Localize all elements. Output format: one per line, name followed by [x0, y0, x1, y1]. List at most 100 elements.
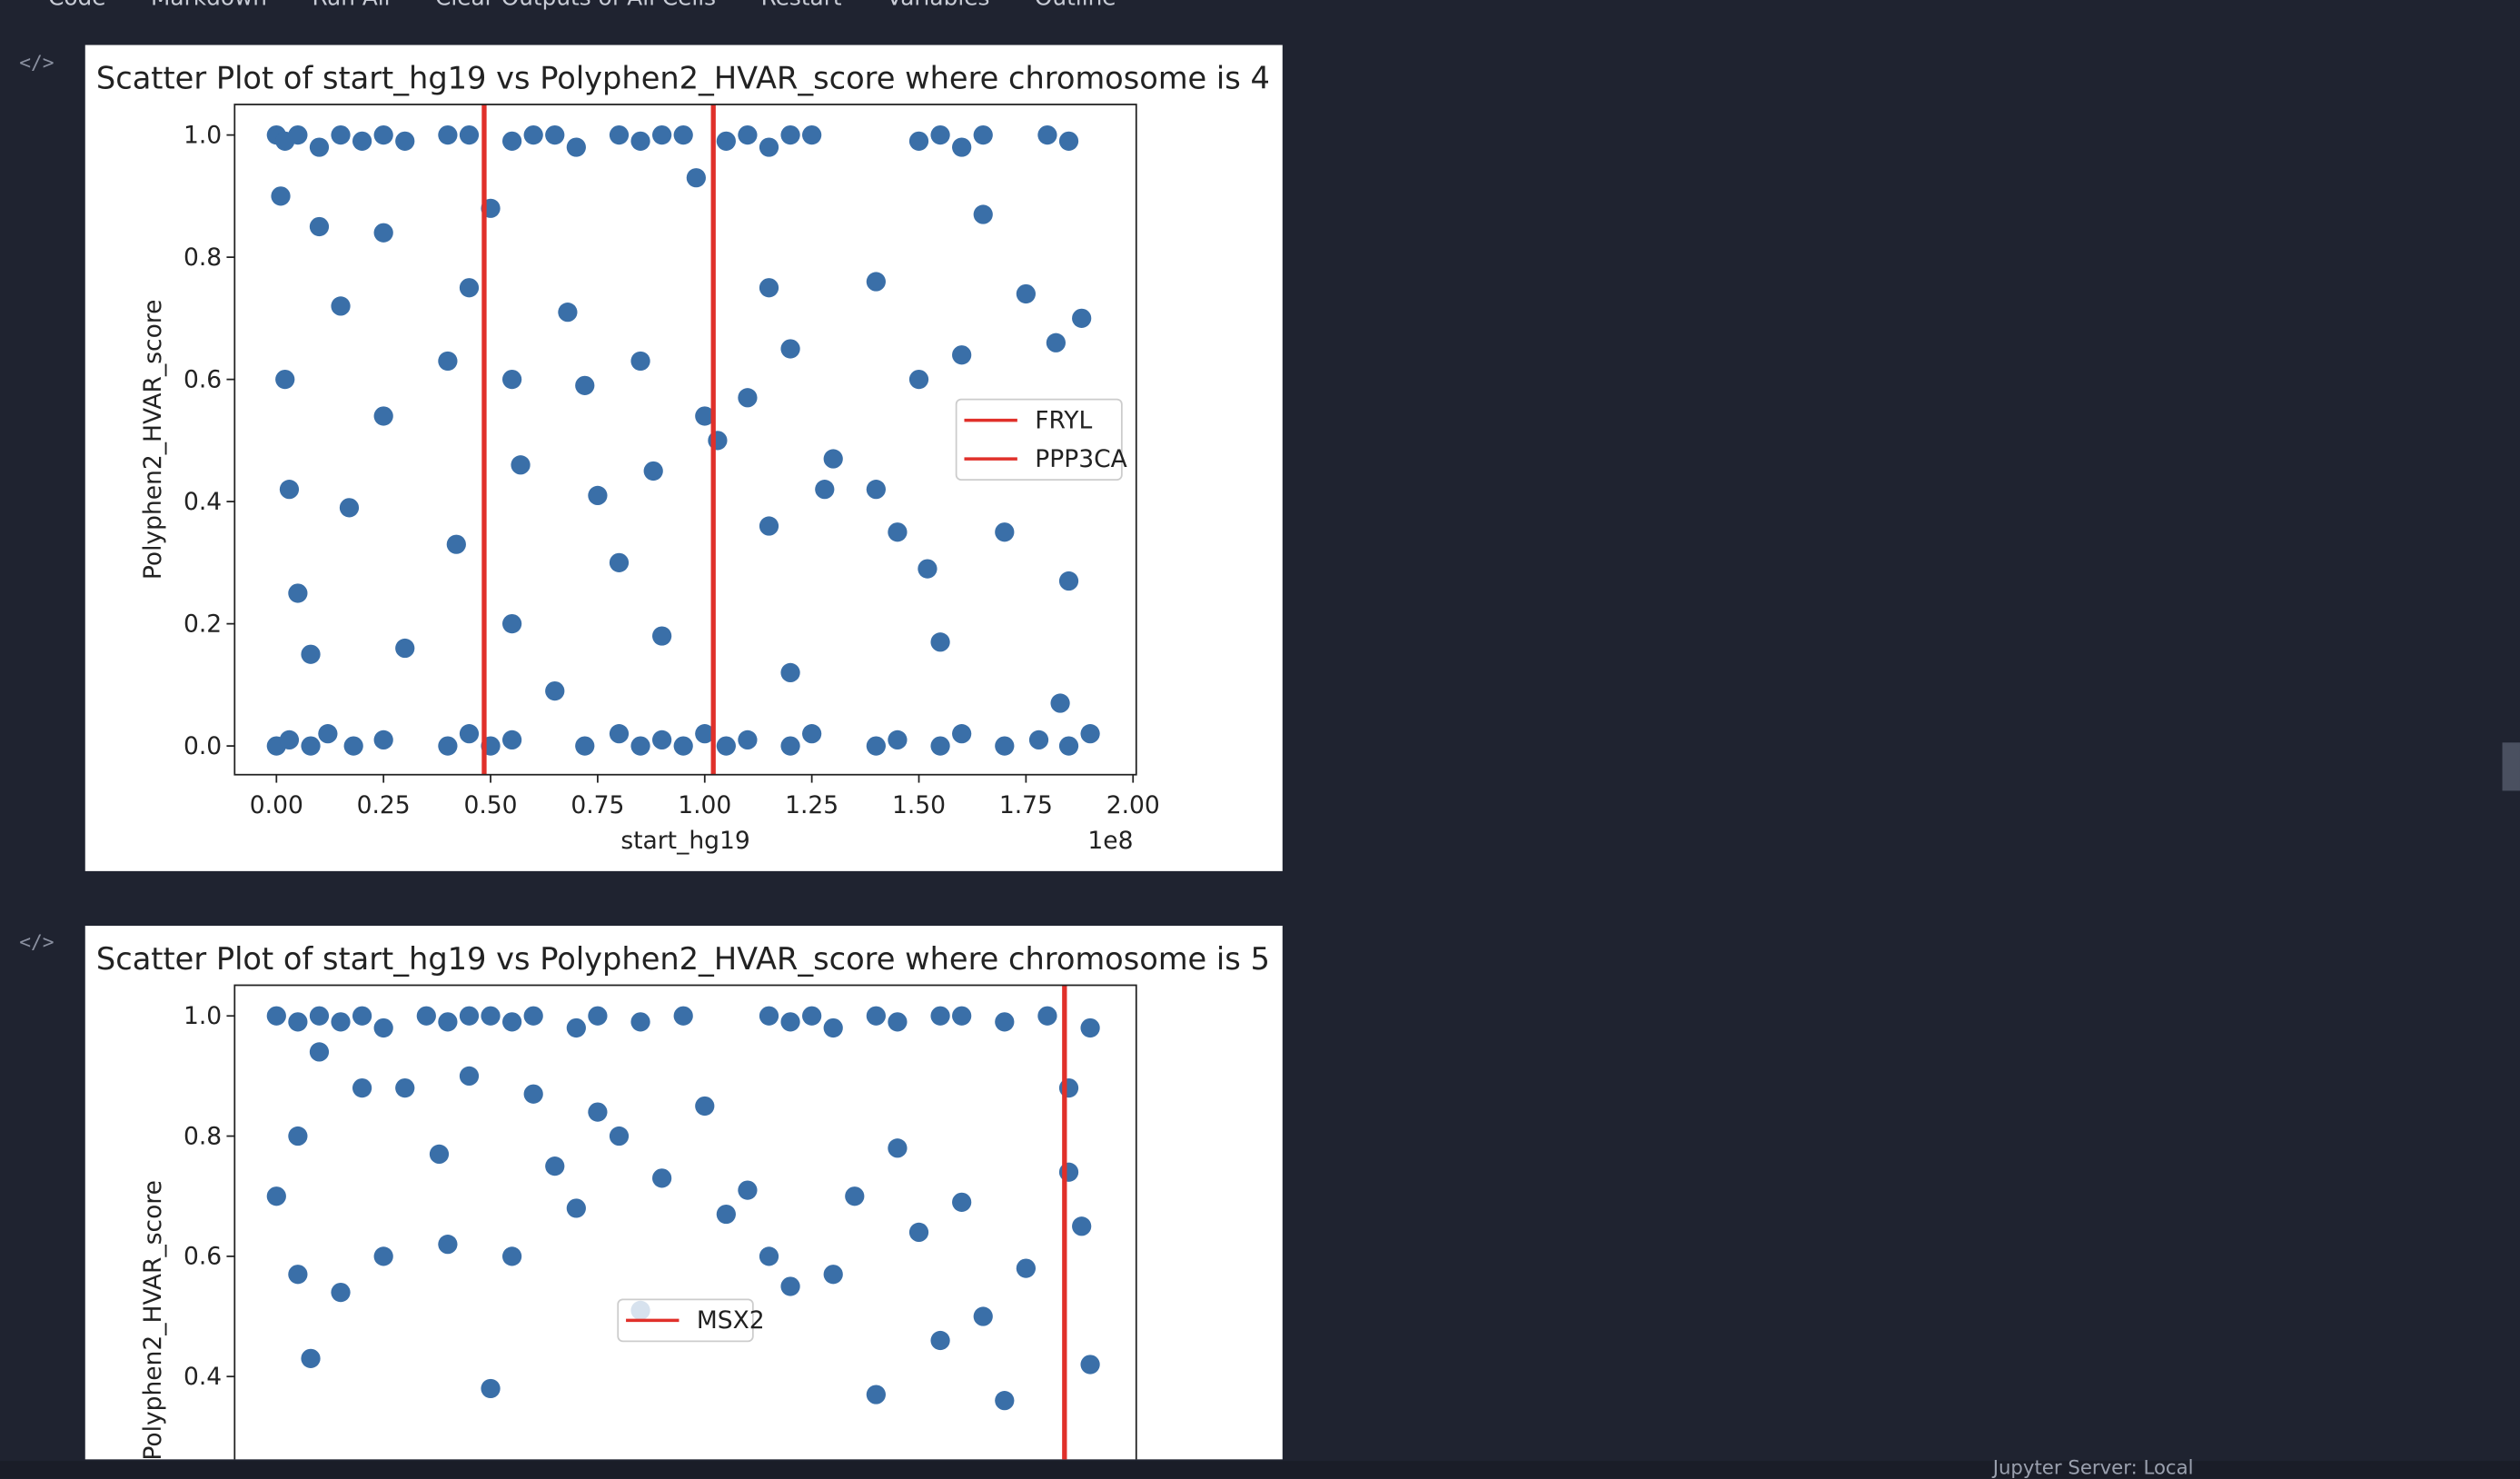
x-tick-label: 2.00: [1106, 791, 1160, 819]
point: [1037, 125, 1057, 145]
point: [643, 461, 663, 481]
point: [588, 485, 608, 506]
point: [459, 724, 480, 744]
cell-icon[interactable]: </>: [19, 930, 55, 954]
cell-icon[interactable]: </>: [19, 51, 55, 74]
point: [1072, 1216, 1092, 1236]
point: [995, 736, 1015, 756]
point: [545, 680, 565, 701]
point: [888, 1012, 908, 1032]
legend-label: PPP3CA: [1035, 445, 1127, 473]
point: [266, 1006, 286, 1026]
point: [952, 137, 972, 157]
point: [1058, 736, 1079, 756]
point: [995, 522, 1015, 542]
point: [288, 1012, 308, 1032]
point: [823, 1017, 843, 1038]
point: [918, 559, 938, 579]
point: [866, 1006, 886, 1026]
point: [609, 125, 630, 145]
point: [373, 730, 393, 750]
y-tick-label: 0.2: [184, 610, 222, 638]
output-cell: Scatter Plot of start_hg19 vs Polyphen2_…: [84, 45, 1283, 871]
point: [511, 455, 531, 475]
point: [1028, 730, 1049, 750]
x-tick-label: 0.00: [250, 791, 303, 819]
plot-frame: [233, 984, 1137, 1460]
toolbar-item[interactable]: Run All: [312, 0, 390, 15]
point: [759, 516, 779, 536]
point: [888, 730, 908, 750]
point: [630, 1012, 650, 1032]
point: [738, 388, 758, 408]
chart: Scatter Plot of start_hg19 vs Polyphen2_…: [96, 60, 1270, 855]
point: [501, 1246, 522, 1266]
point: [575, 375, 595, 395]
point: [588, 1006, 608, 1026]
point: [609, 724, 630, 744]
plot-frame: [233, 104, 1137, 776]
toolbar-item[interactable]: Clear Outputs of All Cells: [435, 0, 716, 15]
y-axis-label: Polyphen2_HVAR_score: [139, 300, 167, 581]
y-axis-label: Polyphen2_HVAR_score: [139, 1180, 167, 1459]
point: [301, 644, 321, 664]
y-tick-label: 1.0: [184, 1002, 222, 1030]
point: [995, 1391, 1015, 1411]
point: [780, 1276, 800, 1296]
point: [279, 730, 300, 750]
toolbar-item[interactable]: Outline: [1035, 0, 1116, 15]
scrollbar-thumb[interactable]: [2502, 742, 2520, 791]
point: [952, 1192, 972, 1212]
point: [438, 1012, 458, 1032]
point: [395, 1078, 415, 1098]
point: [331, 1282, 351, 1303]
point: [973, 125, 993, 145]
point: [908, 131, 929, 151]
point: [1072, 308, 1092, 328]
point: [331, 1012, 351, 1032]
chart: Scatter Plot of start_hg19 vs Polyphen2_…: [96, 941, 1270, 1460]
point: [288, 1265, 308, 1285]
point: [738, 1180, 758, 1200]
point: [866, 480, 886, 500]
y-tick-label: 0.4: [184, 488, 222, 516]
point: [738, 730, 758, 750]
toolbar: Code Markdown Run All Clear Outputs of All …: [0, 0, 1116, 15]
point: [630, 351, 650, 372]
point: [802, 125, 822, 145]
point: [446, 534, 466, 554]
point: [673, 736, 693, 756]
legend-label: FRYL: [1035, 406, 1092, 434]
point: [301, 736, 321, 756]
point: [866, 1385, 886, 1405]
y-tick-label: 0.8: [184, 243, 222, 272]
point: [866, 736, 886, 756]
toolbar-item[interactable]: Code: [48, 0, 105, 15]
y-tick-label: 0.6: [184, 365, 222, 393]
point: [1058, 571, 1079, 591]
point: [952, 1006, 972, 1026]
x-tick-label: 0.75: [570, 791, 624, 819]
toolbar-item[interactable]: Variables: [887, 0, 989, 15]
point: [780, 339, 800, 359]
point: [501, 730, 522, 750]
toolbar-item[interactable]: Restart: [761, 0, 842, 15]
point: [673, 1006, 693, 1026]
status-server[interactable]: Jupyter Server: Local: [1992, 1455, 2194, 1479]
x-offset-label: 1e8: [1087, 827, 1133, 855]
point: [266, 1186, 286, 1206]
point: [1050, 693, 1070, 713]
point: [275, 370, 295, 390]
plot-area: [266, 104, 1100, 775]
point: [566, 1198, 586, 1218]
point: [930, 736, 950, 756]
point: [930, 1330, 950, 1351]
x-tick-label: 1.50: [892, 791, 946, 819]
point: [566, 137, 586, 157]
point: [780, 1012, 800, 1032]
point: [288, 125, 308, 145]
point: [271, 186, 291, 206]
toolbar-item[interactable]: Markdown: [151, 0, 267, 15]
point: [395, 131, 415, 151]
